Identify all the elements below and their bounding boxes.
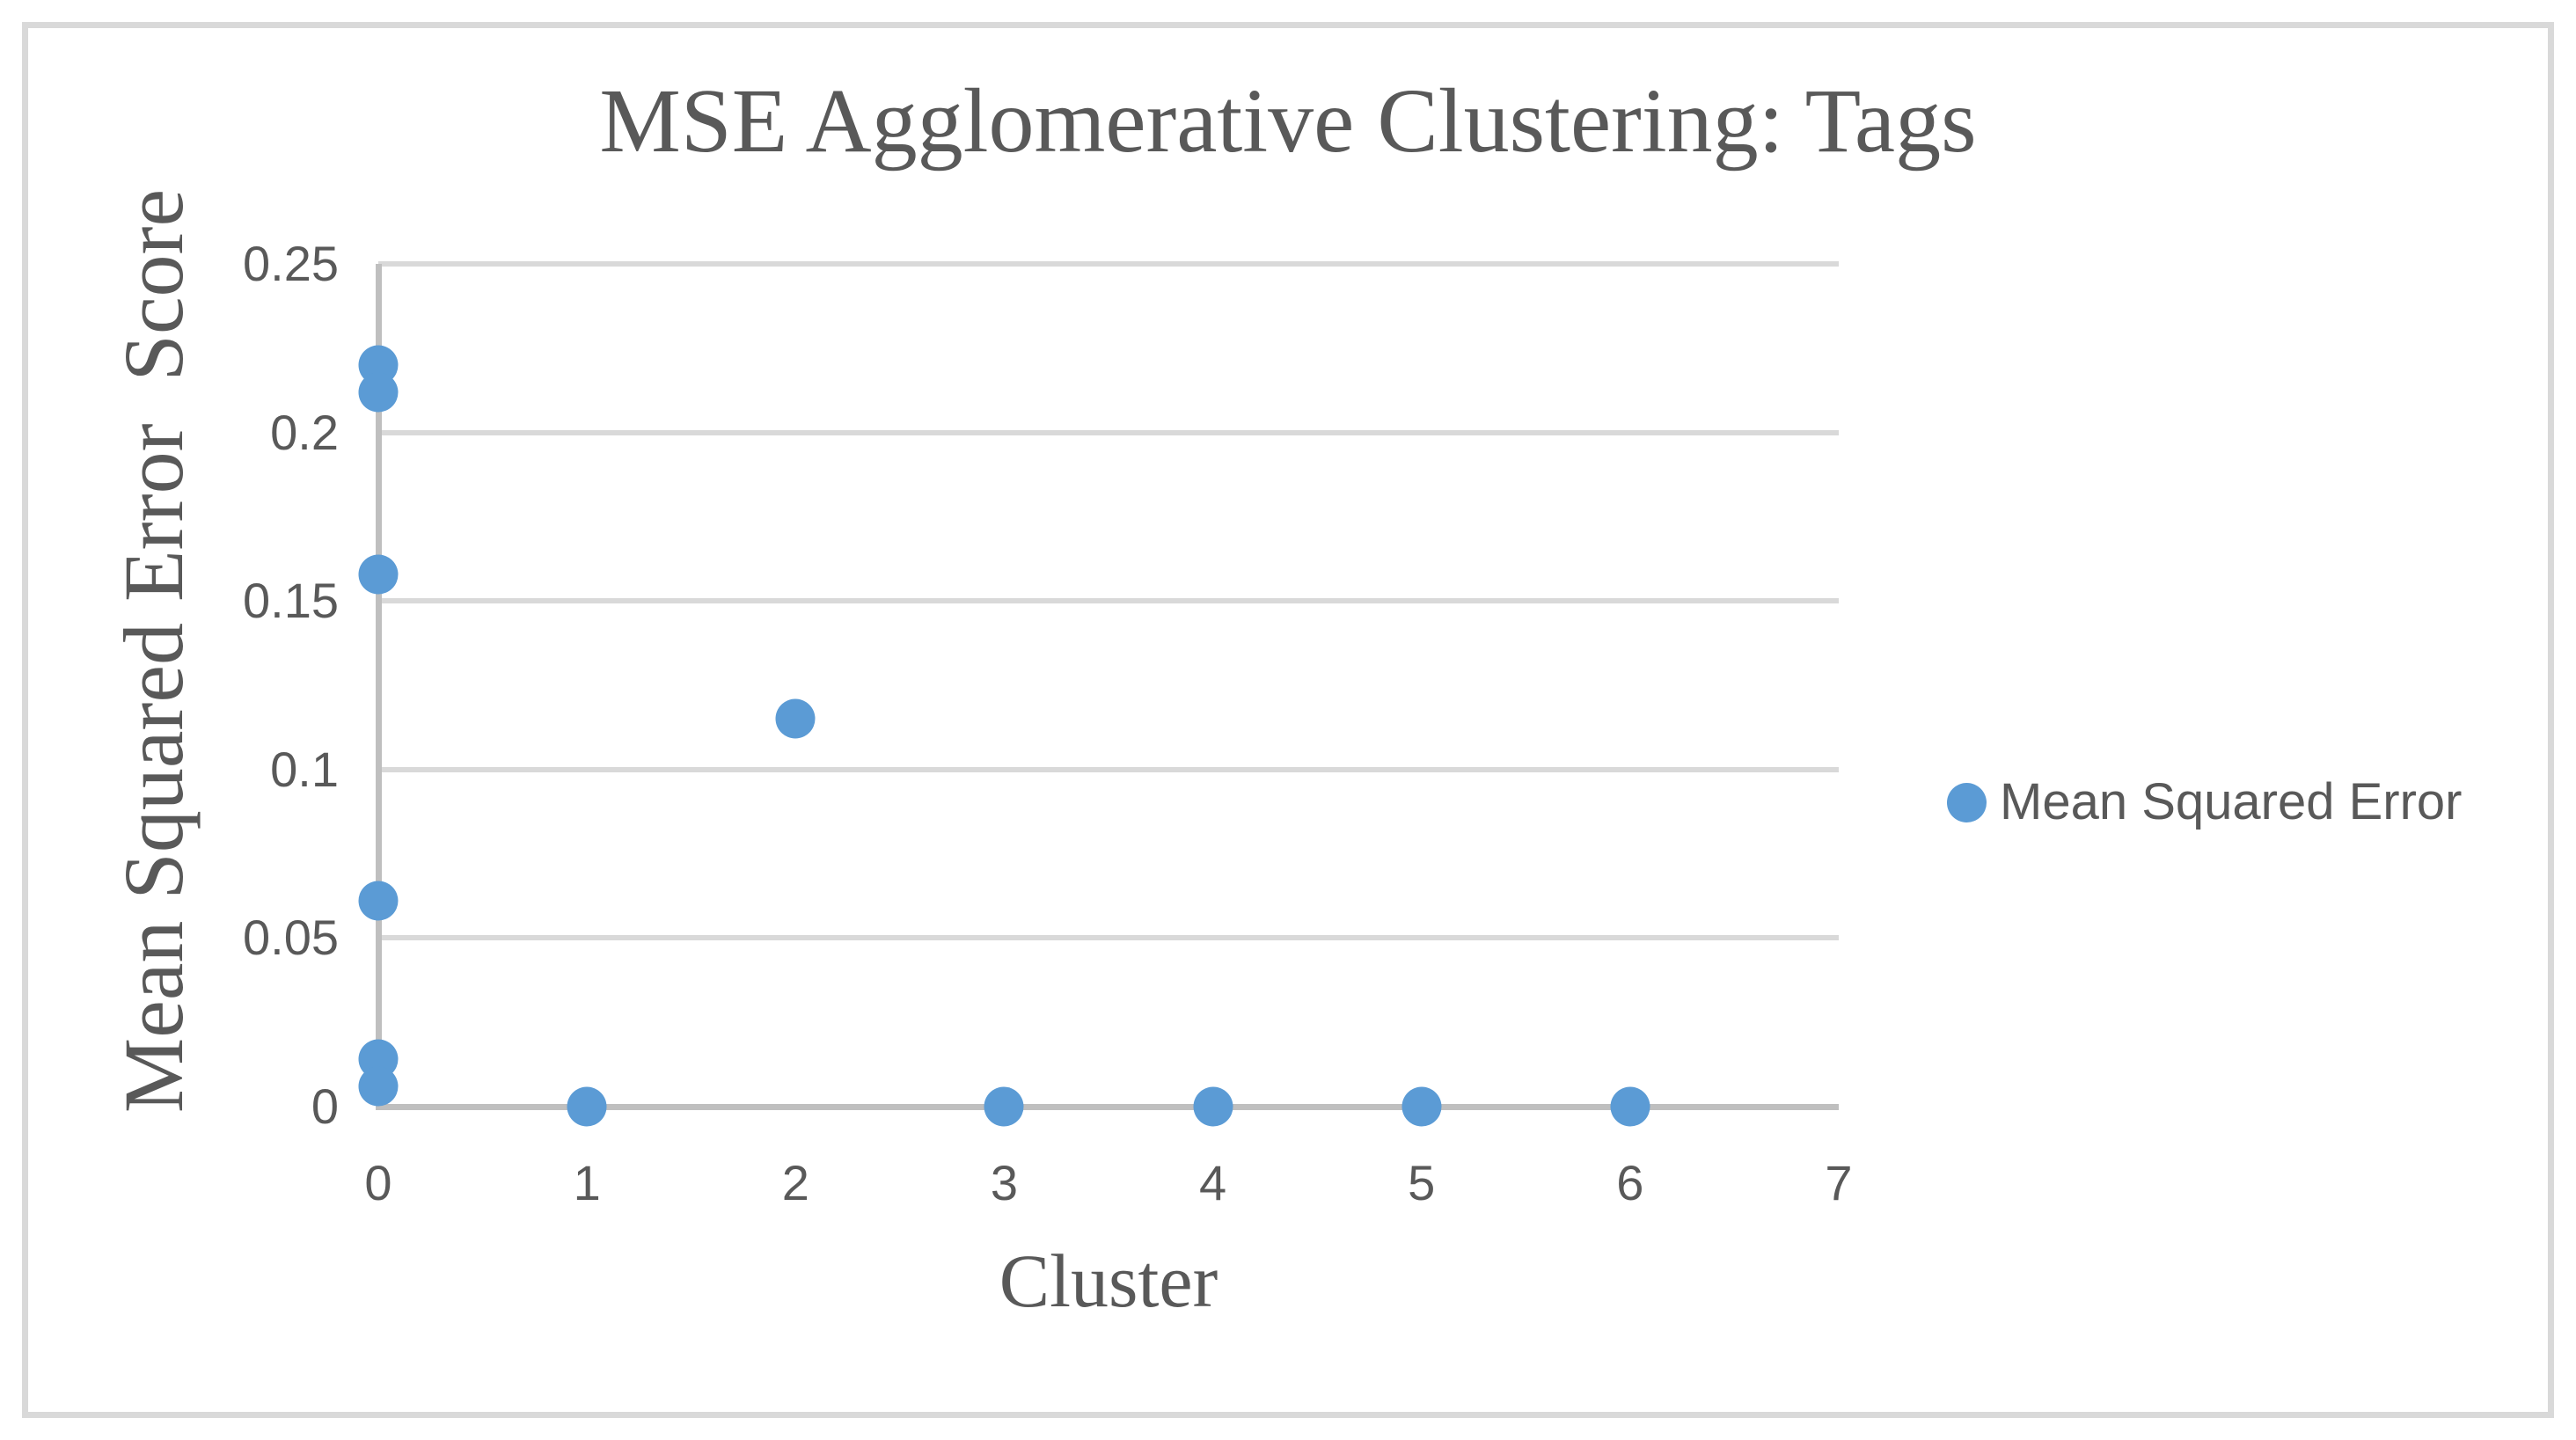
y-tick-label: 0.05 — [243, 910, 339, 966]
chart-title: MSE Agglomerative Clustering: Tags — [599, 70, 1977, 172]
data-point-marker — [1193, 1086, 1233, 1127]
data-point-marker — [358, 372, 399, 413]
data-point-marker — [567, 1086, 607, 1127]
x-tick-label: 0 — [364, 1155, 392, 1210]
data-point-marker — [1401, 1086, 1442, 1127]
gridline — [378, 598, 1839, 604]
legend-label: Mean Squared Error — [2000, 773, 2463, 830]
y-tick-label: 0.25 — [243, 236, 339, 291]
legend-circle-marker-icon — [1947, 782, 1987, 822]
x-tick-label: 1 — [573, 1155, 601, 1210]
x-tick-label: 3 — [990, 1155, 1018, 1210]
data-point-marker — [984, 1086, 1024, 1127]
x-axis-line — [376, 1104, 1839, 1110]
x-tick-label: 2 — [781, 1155, 809, 1210]
data-point-marker — [358, 1066, 399, 1107]
y-axis-line — [376, 264, 382, 1110]
chart-border — [22, 22, 2554, 1418]
x-axis-title: Cluster — [999, 1239, 1218, 1323]
y-tick-label: 0.15 — [243, 573, 339, 629]
x-tick-label: 4 — [1198, 1155, 1227, 1210]
gridline — [378, 261, 1839, 267]
data-point-marker — [775, 698, 816, 739]
x-tick-label: 6 — [1616, 1155, 1644, 1210]
y-tick-label: 0 — [311, 1078, 339, 1134]
x-tick-label: 7 — [1825, 1155, 1853, 1210]
gridline — [378, 935, 1839, 941]
data-point-marker — [358, 554, 399, 595]
y-axis-title: Mean Squared Error Score — [106, 188, 201, 1114]
y-tick-label: 0.2 — [270, 404, 339, 460]
data-point-marker — [358, 881, 399, 921]
gridline — [378, 429, 1839, 435]
gridline — [378, 766, 1839, 772]
legend: Mean Squared Error — [1947, 777, 2462, 828]
data-point-marker — [1610, 1086, 1650, 1127]
x-tick-label: 5 — [1408, 1155, 1436, 1210]
y-tick-label: 0.1 — [270, 741, 339, 797]
